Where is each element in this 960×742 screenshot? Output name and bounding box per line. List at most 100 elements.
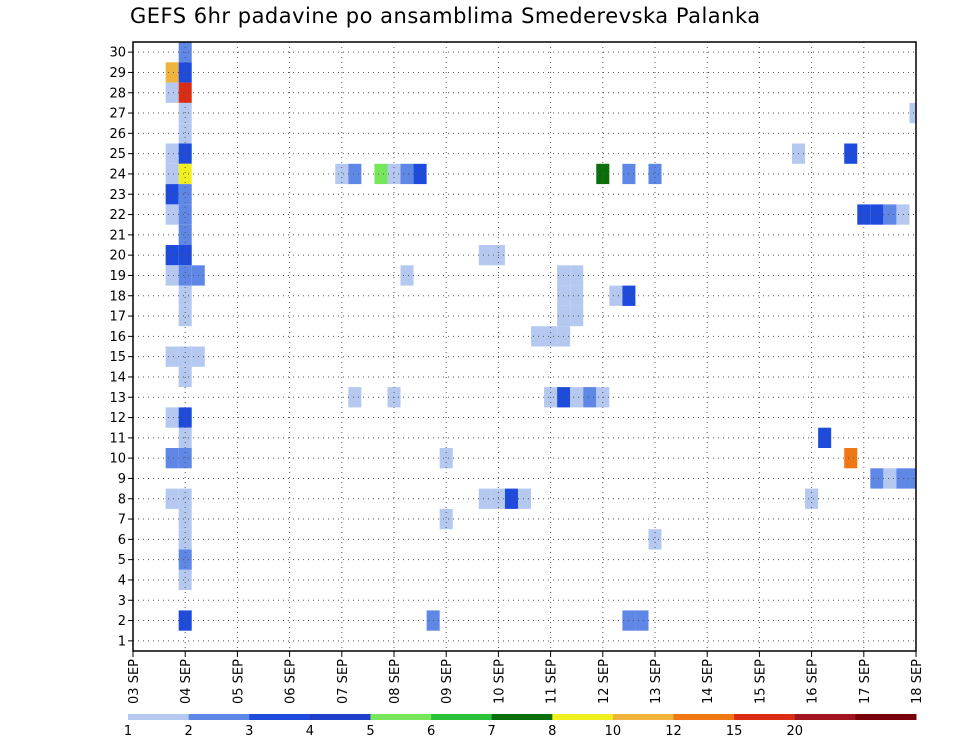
heatmap-cell <box>909 468 916 489</box>
x-tick-label: 16 SEP <box>806 659 821 704</box>
y-tick-label: 4 <box>118 573 126 588</box>
y-tick-label: 14 <box>109 370 126 385</box>
colorbar-label: 8 <box>548 724 556 739</box>
colorbar-label: 20 <box>786 724 803 739</box>
x-axis: 03 SEP 04 SEP 05 SEP 06 SEP 07 SEP 08 SEP 09 S… <box>127 651 925 704</box>
heatmap-cell <box>596 163 610 185</box>
heatmap-cell <box>648 163 662 185</box>
x-tick-label: 06 SEP <box>284 659 299 704</box>
heatmap-cell <box>335 163 349 185</box>
colorbar-swatch <box>491 714 553 720</box>
y-tick-label: 6 <box>118 533 126 548</box>
colorbar-label: 15 <box>726 724 743 739</box>
heatmap-cell <box>478 245 492 266</box>
x-tick-label: 05 SEP <box>231 659 246 704</box>
heatmap-cell <box>844 143 858 164</box>
heatmap-cell <box>165 184 179 205</box>
heatmap-cell <box>178 204 192 225</box>
heatmap-cell <box>844 448 858 469</box>
colorbar-swatch <box>188 714 250 720</box>
colorbar-label: 3 <box>245 724 253 739</box>
heatmap-cell <box>439 448 453 469</box>
y-tick-label: 16 <box>109 330 126 345</box>
colorbar-swatch <box>370 714 432 720</box>
heatmap-cell <box>583 387 597 408</box>
y-tick-label: 11 <box>109 431 126 446</box>
heatmap-cell <box>178 123 192 144</box>
x-tick-label: 03 SEP <box>127 659 142 704</box>
heatmap-cell <box>517 488 532 509</box>
heatmap-cell <box>178 610 192 631</box>
y-tick-label: 27 <box>109 107 126 122</box>
x-tick-label: 15 SEP <box>753 659 768 704</box>
cells-layer <box>165 42 916 631</box>
y-tick-label: 30 <box>109 46 126 61</box>
colorbar-label: 1 <box>124 724 132 739</box>
colorbar-label: 12 <box>665 724 682 739</box>
heatmap-cell <box>883 204 897 225</box>
colorbar-swatch <box>431 714 493 720</box>
heatmap-cell <box>178 448 192 469</box>
x-tick-label: 18 SEP <box>910 659 925 704</box>
x-tick-label: 08 SEP <box>388 659 403 704</box>
heatmap-cell <box>178 529 192 550</box>
y-tick-label: 8 <box>118 492 126 507</box>
heatmap-cell <box>413 163 427 185</box>
colorbar-swatch <box>128 714 190 720</box>
heatmap-cell <box>570 265 584 286</box>
heatmap-cell <box>609 285 623 306</box>
colorbar-swatch <box>249 714 311 720</box>
colorbar-swatch <box>794 714 856 720</box>
heatmap-cell <box>348 387 362 408</box>
heatmap-cell <box>165 407 179 428</box>
colorbar-swatch <box>855 714 917 720</box>
heatmap-cell <box>805 488 819 509</box>
heatmap-cell <box>178 285 192 306</box>
heatmap-cell <box>178 508 192 530</box>
colorbar-label: 4 <box>306 724 314 739</box>
chart-title: GEFS 6hr padavine po ansamblima Smederev… <box>130 4 761 28</box>
y-tick-label: 22 <box>109 208 126 223</box>
y-axis: 1234567891011121314151617181920212223242… <box>109 46 133 649</box>
colorbar-swatch <box>309 714 371 720</box>
heatmap-cell <box>544 326 558 347</box>
heatmap-cell <box>178 245 192 266</box>
heatmap-cell <box>439 508 453 530</box>
colorbar-label: 2 <box>184 724 192 739</box>
heatmap-cell <box>478 488 492 509</box>
colorbar-swatch <box>552 714 614 720</box>
y-tick-label: 17 <box>109 310 126 325</box>
heatmap-cell <box>348 163 362 185</box>
x-tick-label: 17 SEP <box>858 659 873 704</box>
heatmap-cell <box>635 610 649 631</box>
heatmap-cell <box>165 82 179 103</box>
y-tick-label: 13 <box>109 391 126 406</box>
y-tick-label: 24 <box>109 167 126 182</box>
x-tick-label: 13 SEP <box>649 659 664 704</box>
colorbar-label: 5 <box>366 724 374 739</box>
y-tick-label: 5 <box>118 553 126 568</box>
heatmap-cell <box>165 204 179 225</box>
heatmap-cell <box>400 265 414 286</box>
plot-frame <box>132 41 917 652</box>
x-tick-label: 14 SEP <box>701 659 716 704</box>
colorbar-swatch <box>734 714 796 720</box>
heatmap-cell <box>178 569 192 591</box>
heatmap-cell <box>400 163 414 185</box>
y-tick-label: 19 <box>109 269 126 284</box>
heatmap-cell <box>178 184 192 205</box>
colorbar-swatch <box>673 714 735 720</box>
x-tick-label: 10 SEP <box>492 659 507 704</box>
heatmap-cell <box>178 224 192 245</box>
heatmap-cell <box>178 549 192 570</box>
heatmap-cell <box>165 245 179 266</box>
y-tick-label: 26 <box>109 127 126 142</box>
heatmap-cell <box>178 102 192 124</box>
grid-layer <box>133 42 916 651</box>
heatmap-cell <box>870 468 884 489</box>
heatmap-cell <box>165 163 179 185</box>
y-tick-label: 3 <box>118 594 126 609</box>
y-tick-label: 15 <box>109 350 126 365</box>
colorbar-label: 6 <box>427 724 435 739</box>
heatmap-cell <box>178 346 192 367</box>
